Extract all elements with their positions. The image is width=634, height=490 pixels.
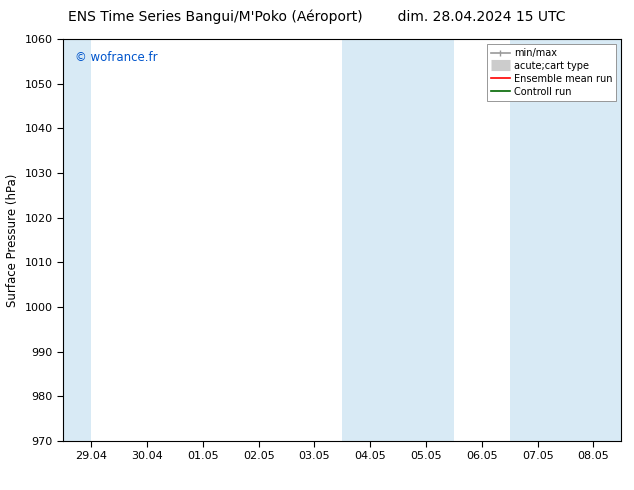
Text: © wofrance.fr: © wofrance.fr xyxy=(75,51,157,64)
Bar xyxy=(510,39,621,441)
Bar xyxy=(63,39,91,441)
Text: ENS Time Series Bangui/M'Poko (Aéroport)        dim. 28.04.2024 15 UTC: ENS Time Series Bangui/M'Poko (Aéroport)… xyxy=(68,10,566,24)
Legend: min/max, acute;cart type, Ensemble mean run, Controll run: min/max, acute;cart type, Ensemble mean … xyxy=(487,44,616,100)
Y-axis label: Surface Pressure (hPa): Surface Pressure (hPa) xyxy=(6,173,19,307)
Bar xyxy=(342,39,454,441)
